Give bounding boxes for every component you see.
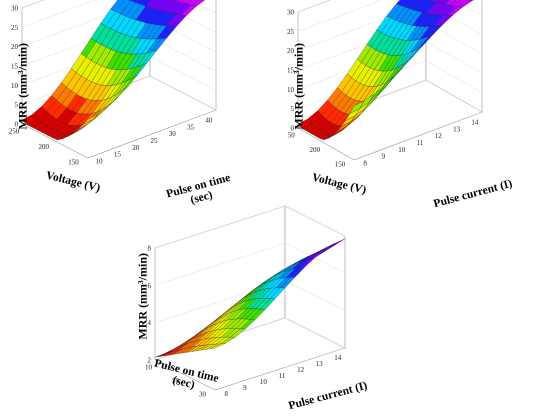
y-tick-label-2-3: 11 bbox=[279, 372, 286, 380]
z-tick-label-1-0: 30 bbox=[287, 9, 295, 17]
z-tick-label-1-4: 10 bbox=[287, 86, 295, 94]
z-axis-label-2: MRR (mm³/min) bbox=[291, 43, 306, 130]
z-tick-label-0-2: 20 bbox=[11, 43, 19, 51]
y-tick-label-0-4: 30 bbox=[169, 130, 177, 138]
y-tick-label-2-1: 9 bbox=[243, 384, 247, 392]
z-tick-label-2-0: 8 bbox=[148, 245, 152, 253]
y-tick-label-1-6: 14 bbox=[471, 118, 479, 126]
z-tick-label-0-6: 0 bbox=[15, 121, 19, 129]
y-tick-label-0-5: 35 bbox=[187, 123, 195, 131]
x-tick-label-1-0: 50 bbox=[288, 132, 296, 140]
x-tick-label-1-2: 150 bbox=[335, 160, 346, 168]
z-gridline-2-2 bbox=[154, 243, 346, 286]
y-tick-label-1-2: 10 bbox=[398, 146, 406, 154]
z-axis-label-1: MRR (mm³/min) bbox=[15, 43, 30, 130]
x-tick-label-0-1: 200 bbox=[39, 143, 50, 151]
y-tick-label-2-4: 12 bbox=[297, 366, 305, 374]
z-tick-label-0-5: 5 bbox=[15, 101, 19, 109]
y-tick-label-2-6: 14 bbox=[334, 354, 342, 362]
plot-pulse-on-time-vs-pulse-current: 8 6 4 2 10 20 30 8 9 10 11 12 13 14 MRR (mm³/min) Pul… bbox=[125, 205, 395, 417]
z-axis-label-3: MRR (mm³/min) bbox=[135, 253, 150, 340]
surface-cell-0-168 bbox=[82, 114, 98, 125]
z-tick-label-1-2: 20 bbox=[287, 47, 295, 55]
y-tick-label-1-5: 13 bbox=[453, 125, 461, 133]
z-tick-label-0-3: 15 bbox=[11, 63, 19, 71]
x-tick-label-1-1: 200 bbox=[310, 146, 321, 154]
plot-voltage-vs-pulse-current: 30 25 20 15 10 5 0 50 200 150 8 9 10 11 12 13 14 MRR (mm… bbox=[278, 0, 550, 215]
x-tick-label-0-0: 250 bbox=[9, 128, 20, 136]
y-tick-label-1-1: 9 bbox=[382, 153, 386, 161]
z-tick-label-0-0: 30 bbox=[11, 5, 19, 13]
z-tick-label-2-2: 4 bbox=[148, 319, 152, 327]
surface-cell-1-168 bbox=[349, 100, 365, 115]
z-tick-label-0-4: 10 bbox=[11, 82, 19, 90]
z-tick-label-1-3: 15 bbox=[287, 67, 295, 75]
x-tick-label-2-2: 30 bbox=[199, 391, 207, 399]
y-tick-label-0-0: 10 bbox=[96, 158, 104, 166]
y-tick-label-0-6: 40 bbox=[205, 116, 213, 124]
x-tick-label-2-0: 10 bbox=[145, 364, 153, 372]
z-gridline-0-4 bbox=[21, 0, 217, 47]
y-tick-label-1-4: 12 bbox=[435, 132, 443, 140]
z-tick-label-1-1: 25 bbox=[287, 28, 295, 36]
y-tick-label-0-2: 20 bbox=[132, 144, 140, 152]
y-tick-label-0-3: 25 bbox=[151, 137, 159, 145]
z-gridline-2-3 bbox=[154, 205, 346, 249]
y-tick-label-2-2: 10 bbox=[260, 378, 268, 386]
y-tick-label-2-0: 8 bbox=[225, 390, 229, 398]
y-tick-label-1-3: 11 bbox=[417, 139, 424, 147]
z-tick-label-1-6: 0 bbox=[291, 125, 295, 133]
y-tick-label-1-0: 8 bbox=[363, 160, 367, 168]
plot-voltage-vs-pulse-on-time: 30 25 20 15 10 5 0 250 200 150 10 15 20 25 30 35 40 MRR … bbox=[0, 0, 270, 215]
z-tick-label-2-3: 2 bbox=[148, 357, 152, 365]
x-tick-label-0-2: 150 bbox=[68, 158, 79, 166]
x-tick-label-2-1: 20 bbox=[172, 377, 180, 385]
z-tick-label-0-1: 25 bbox=[11, 24, 19, 32]
z-tick-label-2-1: 6 bbox=[148, 282, 152, 290]
y-tick-label-2-5: 13 bbox=[316, 360, 324, 368]
surface-cell-2-168 bbox=[210, 343, 226, 349]
y-tick-label-0-1: 15 bbox=[114, 151, 122, 159]
z-tick-label-1-5: 5 bbox=[291, 105, 295, 113]
